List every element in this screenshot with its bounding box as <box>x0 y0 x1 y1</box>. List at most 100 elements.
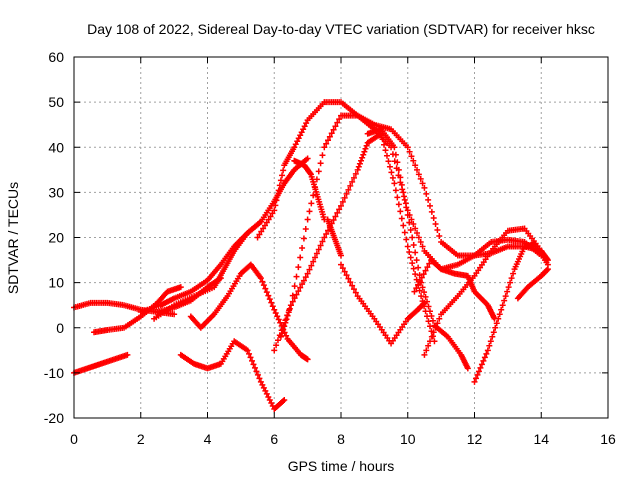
data-point <box>339 265 346 272</box>
data-point <box>317 242 324 249</box>
data-point <box>502 293 509 300</box>
data-point <box>330 126 337 133</box>
data-point <box>339 198 346 205</box>
data-point <box>397 208 404 215</box>
data-point <box>388 169 395 176</box>
data-point <box>508 275 515 282</box>
data-point <box>406 249 413 256</box>
data-point <box>413 285 420 292</box>
data-point <box>321 234 328 241</box>
series-s18 <box>471 241 551 385</box>
data-point <box>271 347 278 354</box>
data-point <box>306 208 313 215</box>
data-point <box>308 262 315 269</box>
data-point <box>275 316 282 323</box>
data-point <box>429 317 436 324</box>
data-point <box>319 238 326 245</box>
data-point <box>394 194 401 201</box>
series-s12 <box>277 130 438 345</box>
data-point <box>391 144 398 151</box>
data-point <box>277 319 284 326</box>
data-point <box>265 292 272 299</box>
data-point <box>416 287 423 294</box>
data-point <box>263 390 270 397</box>
data-point <box>436 232 443 239</box>
data-point <box>260 384 267 391</box>
data-point <box>273 197 280 204</box>
data-point <box>415 234 422 241</box>
data-point <box>292 141 299 148</box>
data-point <box>249 357 255 364</box>
data-point <box>330 216 337 223</box>
data-point <box>397 174 404 181</box>
data-point <box>279 330 286 337</box>
data-point <box>412 271 419 278</box>
data-point <box>417 239 424 246</box>
data-point <box>256 375 263 382</box>
data-point <box>410 157 417 164</box>
data-point <box>313 250 320 257</box>
x-tick-label: 4 <box>204 431 212 447</box>
data-point <box>315 246 322 253</box>
data-point <box>436 315 443 322</box>
data-point <box>421 289 428 296</box>
data-point <box>475 368 482 375</box>
x-tick-label: 14 <box>533 431 549 447</box>
data-point <box>361 148 368 155</box>
x-tick-label: 2 <box>137 431 145 447</box>
data-point <box>343 272 350 279</box>
data-point <box>408 153 415 160</box>
data-point <box>474 371 481 378</box>
data-point <box>326 133 333 140</box>
data-point <box>486 342 493 349</box>
data-point <box>400 222 407 229</box>
data-point <box>392 187 399 194</box>
data-point <box>275 187 282 194</box>
data-point <box>277 333 284 340</box>
data-point <box>404 144 411 151</box>
data-point <box>410 242 417 249</box>
data-point <box>295 288 302 295</box>
data-point <box>352 170 359 177</box>
data-point <box>356 160 363 167</box>
data-point <box>291 295 298 302</box>
data-point <box>303 120 310 127</box>
data-point <box>421 184 428 191</box>
data-point <box>432 220 439 227</box>
data-point <box>304 270 311 277</box>
data-point <box>391 180 398 187</box>
data-point <box>480 357 487 364</box>
y-tick-label: 0 <box>56 320 64 336</box>
data-point <box>354 166 361 173</box>
y-tick-label: 20 <box>48 230 64 246</box>
data-point <box>289 298 296 305</box>
x-tick-label: 16 <box>600 431 616 447</box>
data-point <box>336 206 343 213</box>
data-point <box>401 196 408 203</box>
data-point <box>297 254 304 261</box>
data-point <box>338 252 344 259</box>
data-point <box>334 119 341 126</box>
data-point <box>418 274 425 281</box>
data-point <box>464 365 471 372</box>
data-point <box>392 151 399 158</box>
data-point <box>398 181 405 188</box>
data-point <box>328 130 335 137</box>
data-point <box>261 222 268 229</box>
data-point <box>265 216 272 223</box>
y-tick-label: 10 <box>48 275 64 291</box>
data-point <box>415 171 422 178</box>
x-tick-label: 6 <box>270 431 278 447</box>
data-point <box>294 138 301 145</box>
data-point <box>406 148 413 155</box>
data-point <box>302 225 309 232</box>
data-point <box>259 278 266 285</box>
chart-title: Day 108 of 2022, Sidereal Day-to-day VTE… <box>87 21 595 37</box>
data-point <box>383 152 390 159</box>
data-point <box>312 254 319 261</box>
series-s14 <box>338 261 428 347</box>
data-point <box>395 166 402 173</box>
data-point <box>385 158 392 165</box>
data-point <box>300 126 307 133</box>
